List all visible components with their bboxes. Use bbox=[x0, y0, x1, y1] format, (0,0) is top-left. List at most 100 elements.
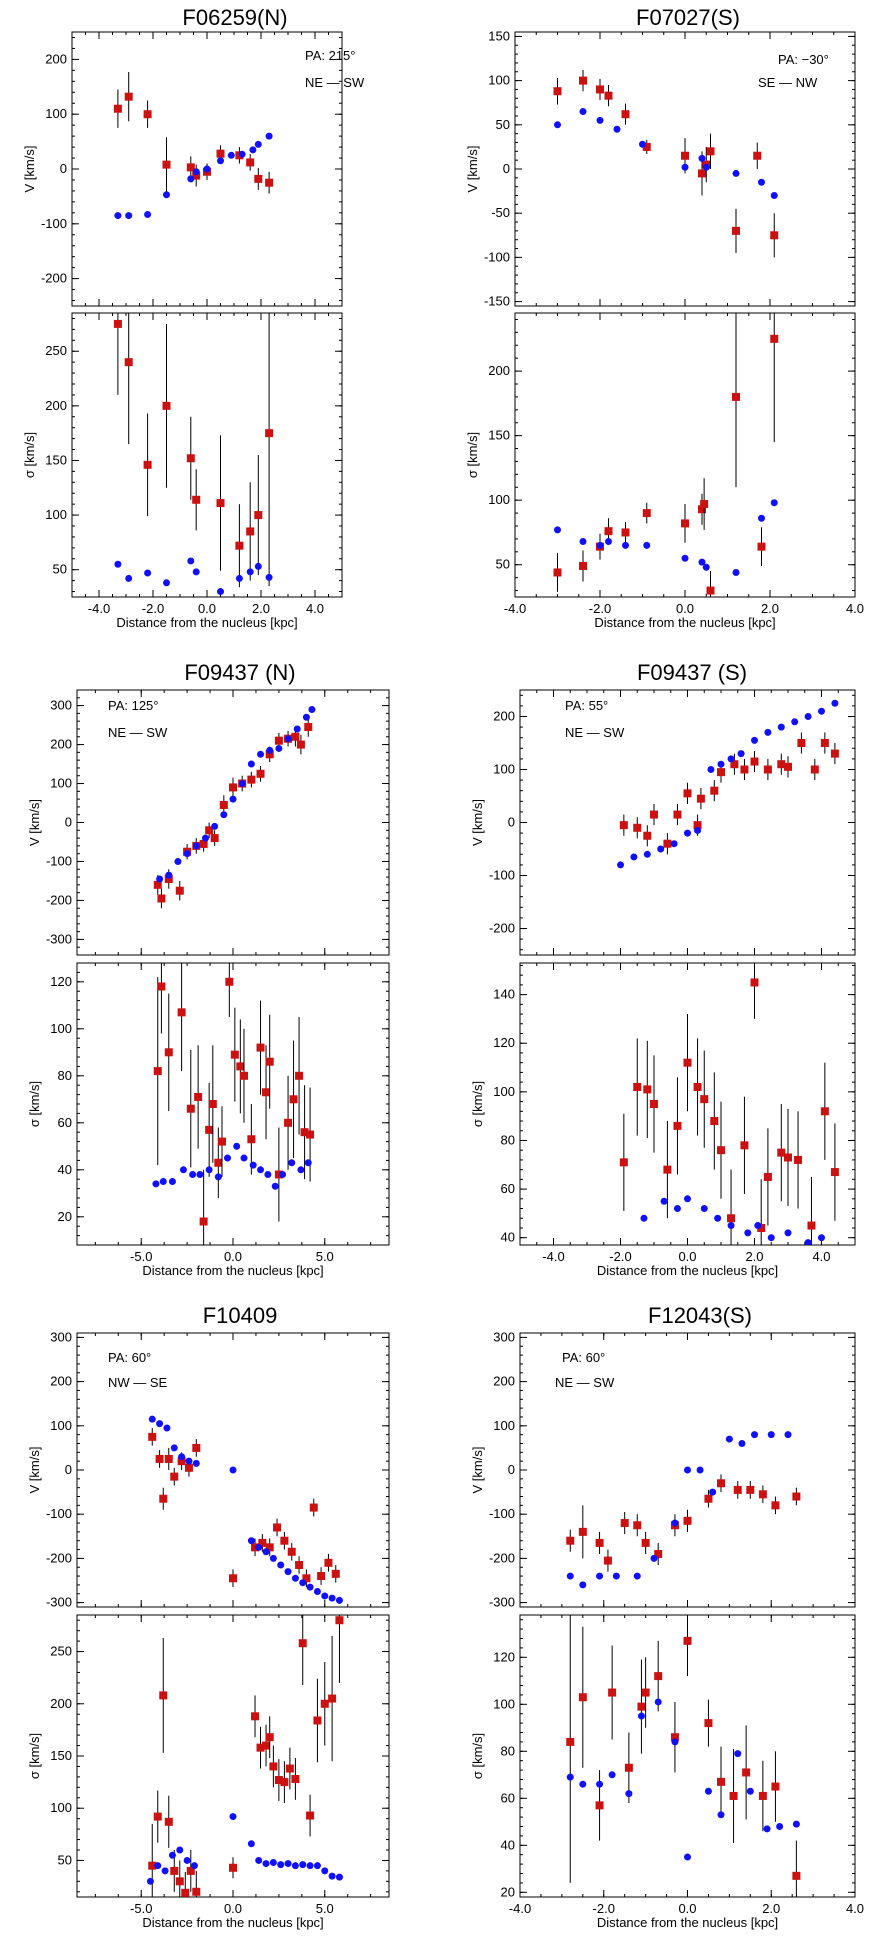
blue-dot-point bbox=[738, 1439, 746, 1447]
red-square-point bbox=[693, 1082, 702, 1091]
red-square-point bbox=[673, 1121, 682, 1130]
x-tick-label: 2.0 bbox=[745, 1249, 763, 1264]
chart-title: F12043(S) bbox=[648, 1303, 752, 1328]
blue-dot-point bbox=[201, 834, 209, 842]
red-square-point bbox=[730, 760, 739, 769]
blue-dot-point bbox=[625, 1790, 633, 1798]
blue-dot-point bbox=[277, 1861, 285, 1869]
blue-dot-point bbox=[637, 1712, 645, 1720]
blue-dot-point bbox=[696, 1466, 704, 1474]
blue-dot-point bbox=[185, 1457, 193, 1465]
blue-dot-point bbox=[205, 1166, 213, 1174]
red-square-point bbox=[274, 1776, 283, 1785]
red-square-point bbox=[265, 1733, 274, 1742]
panel-annotation: NW — SE bbox=[108, 1375, 168, 1390]
blue-dot-point bbox=[694, 826, 702, 834]
blue-dot-point bbox=[223, 1154, 231, 1162]
red-square-point bbox=[643, 831, 652, 840]
y-tick-label: 300 bbox=[50, 698, 72, 713]
panel-annotation: NE — SW bbox=[108, 725, 168, 740]
red-square-point bbox=[295, 1071, 304, 1080]
y-tick-label: 80 bbox=[501, 1132, 515, 1147]
red-square-point bbox=[683, 1058, 692, 1067]
red-square-point bbox=[175, 886, 184, 895]
y-tick-label: 100 bbox=[493, 1418, 515, 1433]
red-square-point bbox=[603, 1556, 612, 1565]
red-square-point bbox=[770, 334, 779, 343]
blue-dot-point bbox=[554, 526, 561, 534]
y-tick-label: 0 bbox=[60, 161, 67, 176]
red-square-point bbox=[186, 454, 195, 463]
x-axis-label: Distance from the nucleus [kpc] bbox=[594, 615, 775, 630]
red-square-point bbox=[771, 1782, 780, 1791]
panel-annotation: PA: −30° bbox=[778, 52, 829, 67]
red-square-point bbox=[624, 1763, 633, 1772]
blue-dot-point bbox=[146, 1877, 154, 1885]
blue-dot-point bbox=[192, 568, 200, 576]
y-tick-label: -200 bbox=[46, 892, 72, 907]
y-tick-label: 200 bbox=[488, 363, 510, 378]
y-tick-label: 60 bbox=[501, 1790, 515, 1805]
blue-dot-point bbox=[170, 1444, 178, 1452]
blue-dot-point bbox=[264, 1171, 272, 1178]
blue-dot-point bbox=[306, 1862, 314, 1870]
blue-dot-point bbox=[727, 755, 735, 763]
y-axis-label: σ [km/s] bbox=[27, 1733, 42, 1779]
y-tick-label: 50 bbox=[496, 117, 510, 132]
red-square-point bbox=[157, 894, 166, 903]
red-square-point bbox=[596, 85, 604, 94]
plot-frame bbox=[514, 312, 856, 598]
dispersion-panel: -5.0 0.0 5.0 20 40 60 80 100 120 σ [km/s] Distance… bbox=[27, 962, 390, 1278]
red-square-point bbox=[654, 1549, 663, 1558]
blue-dot-point bbox=[671, 1519, 679, 1527]
blue-dot-point bbox=[596, 1572, 604, 1580]
velocity-panel: -200 -100 0 100 200 V [km/s] bbox=[470, 689, 856, 956]
x-axis-label: Distance from the nucleus [kpc] bbox=[597, 1263, 778, 1278]
red-square-point bbox=[784, 1153, 792, 1162]
blue-dot-point bbox=[279, 1171, 287, 1178]
red-square-point bbox=[698, 169, 706, 178]
blue-dot-point bbox=[643, 850, 651, 858]
x-tick-label: 4.0 bbox=[846, 601, 864, 616]
red-square-point bbox=[830, 749, 839, 758]
red-square-point bbox=[164, 1048, 173, 1057]
blue-dot-point bbox=[262, 1860, 270, 1868]
red-square-point bbox=[265, 1057, 274, 1066]
blue-dot-point bbox=[804, 713, 812, 720]
y-tick-label: -100 bbox=[484, 249, 510, 264]
blue-dot-point bbox=[255, 1543, 263, 1551]
y-tick-label: 50 bbox=[53, 562, 67, 577]
y-tick-label: 80 bbox=[501, 1743, 515, 1758]
blue-dot-point bbox=[187, 557, 195, 565]
y-tick-label: 80 bbox=[58, 1068, 72, 1083]
red-square-point bbox=[621, 528, 630, 537]
red-square-point bbox=[706, 586, 715, 595]
red-square-point bbox=[240, 1071, 249, 1080]
red-square-point bbox=[205, 1125, 214, 1134]
red-square-point bbox=[595, 1538, 604, 1547]
red-square-point bbox=[663, 1165, 672, 1174]
red-square-point bbox=[186, 1866, 195, 1875]
x-tick-label: 4.0 bbox=[846, 1901, 864, 1916]
red-square-point bbox=[608, 1688, 617, 1697]
y-tick-label: 100 bbox=[50, 776, 72, 791]
data-layer bbox=[617, 699, 839, 869]
y-axis-label: σ [km/s] bbox=[465, 432, 480, 478]
blue-dot-point bbox=[176, 1846, 184, 1854]
blue-dot-point bbox=[165, 871, 173, 879]
blue-dot-point bbox=[192, 842, 200, 850]
y-tick-label: 100 bbox=[488, 492, 510, 507]
y-tick-label: 200 bbox=[50, 1696, 72, 1711]
y-tick-label: 150 bbox=[45, 452, 67, 467]
red-square-point bbox=[777, 1148, 786, 1157]
red-square-point bbox=[763, 1172, 772, 1181]
red-square-point bbox=[579, 562, 587, 571]
blue-dot-point bbox=[684, 1853, 691, 1861]
y-tick-label: 250 bbox=[45, 343, 67, 358]
blue-dot-point bbox=[148, 1415, 156, 1423]
red-square-point bbox=[306, 1130, 315, 1139]
blue-dot-point bbox=[163, 1424, 171, 1432]
y-tick-label: 200 bbox=[50, 737, 72, 752]
red-square-point bbox=[205, 826, 214, 835]
red-square-point bbox=[704, 1719, 713, 1728]
